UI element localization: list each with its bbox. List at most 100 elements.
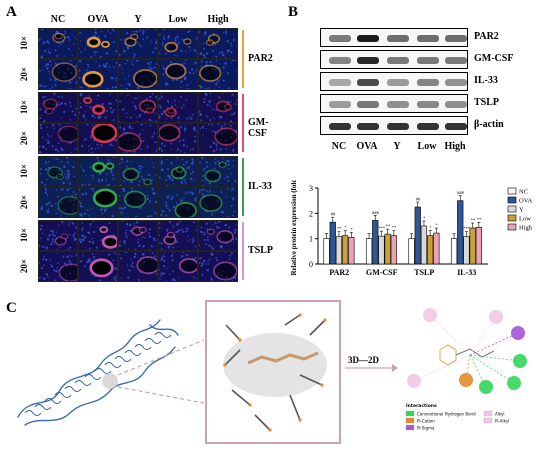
blot-row-label: PAR2 [474, 31, 499, 42]
if-image-tile [38, 123, 78, 154]
y-tick-label: 2 [309, 209, 313, 218]
legend-label: Low [519, 216, 531, 223]
residue-node [489, 310, 503, 324]
if-image-tile [78, 28, 118, 59]
bar-low-par2 [342, 236, 348, 264]
y-tick-label: 0 [309, 260, 313, 269]
significance-mark: ** [337, 226, 342, 231]
if-image-tile [198, 123, 238, 154]
y-tick-label: 3 [309, 184, 313, 193]
column-header-y: Y [118, 14, 158, 25]
if-image-tile [198, 28, 238, 59]
interaction-swatch [484, 411, 492, 416]
legend-label: OVA [519, 198, 533, 205]
magnification-label: 20× [19, 188, 29, 216]
bar-y-il-33 [464, 237, 470, 264]
if-image-tile [118, 251, 158, 282]
helix-segment [65, 387, 81, 392]
if-image-tile [158, 92, 198, 123]
legend-swatch [508, 215, 516, 221]
bar-ova-il-33 [457, 201, 463, 264]
residue-atom [298, 418, 301, 421]
interaction-type-label: Pi-Alkyl [495, 418, 509, 423]
group-label-par2: PAR2 [248, 53, 273, 64]
zoom-line [118, 387, 204, 403]
if-image-tile [78, 123, 118, 154]
significance-mark: ** [386, 224, 391, 229]
residue-node [459, 373, 473, 387]
magnification-label: 10× [19, 221, 29, 249]
significance-mark: ** [477, 217, 482, 222]
legend-label: High [519, 225, 533, 232]
bar-ova-par2 [330, 222, 336, 264]
interaction-line [430, 315, 470, 355]
residue-node [511, 326, 525, 340]
residue-atom [238, 338, 241, 341]
ligand-ring [440, 345, 456, 365]
group-bracket [242, 222, 244, 280]
column-header-high: High [198, 14, 238, 25]
if-image-tile [118, 92, 158, 123]
bar-nc-par2 [324, 239, 330, 264]
interaction-swatch [406, 411, 414, 416]
helix-segment [85, 375, 101, 380]
if-image-tile [78, 92, 118, 123]
significance-mark: ### [457, 190, 465, 195]
significance-mark: * [351, 227, 354, 232]
residue-atom [268, 428, 271, 431]
group-bracket [242, 94, 244, 152]
significance-mark: * [429, 225, 432, 230]
blot-lane-label: High [437, 141, 473, 152]
residue-atom [320, 383, 323, 386]
binding-surface [223, 333, 327, 397]
residue-node [507, 376, 521, 390]
helix-segment [95, 369, 111, 374]
binding-pocket [102, 373, 118, 389]
category-label: PAR2 [329, 268, 349, 277]
magnification-label: 20× [19, 252, 29, 280]
arrow-head [392, 364, 398, 372]
significance-mark: * [436, 223, 439, 228]
blot-row-label: TSLP [474, 97, 499, 108]
if-image-tile [118, 59, 158, 90]
helix-segment [75, 381, 91, 386]
if-image-tile [118, 156, 158, 187]
blot-strip [320, 116, 468, 135]
blot-strip [320, 72, 468, 91]
if-image-tile [158, 187, 198, 218]
if-image-tile [78, 220, 118, 251]
group-label-il-33: IL-33 [248, 181, 272, 192]
residue-node [423, 308, 437, 322]
helix-segment [35, 405, 51, 410]
magnification-label: 10× [19, 29, 29, 57]
legend-swatch [508, 188, 516, 194]
if-image-tile [78, 156, 118, 187]
bar-low-gm-csf [385, 234, 391, 264]
if-image-tile [78, 251, 118, 282]
if-image-tile [78, 59, 118, 90]
residue-atom [298, 313, 301, 316]
interaction-swatch [406, 425, 414, 430]
bar-high-gm-csf [391, 236, 397, 264]
significance-mark: ### [372, 210, 380, 215]
group-bracket [242, 158, 244, 216]
column-header-nc: NC [38, 14, 78, 25]
residue-atom [248, 403, 251, 406]
bar-low-il-33 [470, 228, 476, 264]
bar-high-il-33 [476, 227, 482, 264]
bar-nc-gm-csf [366, 239, 372, 264]
if-image-tile [198, 220, 238, 251]
category-label: TSLP [414, 268, 434, 277]
interaction-type-label: Pi-Cation [417, 418, 435, 423]
if-image-tile [38, 220, 78, 251]
residue-atom [223, 363, 226, 366]
if-image-tile [38, 156, 78, 187]
significance-mark: ## [416, 197, 421, 202]
significance-mark: * [423, 216, 426, 221]
significance-mark: * [344, 225, 347, 230]
bar-high-tslp [434, 233, 440, 264]
helix-segment [145, 339, 161, 344]
y-tick-label: 1 [309, 235, 313, 244]
transform-arrow-label: 3D—2D [348, 355, 379, 365]
